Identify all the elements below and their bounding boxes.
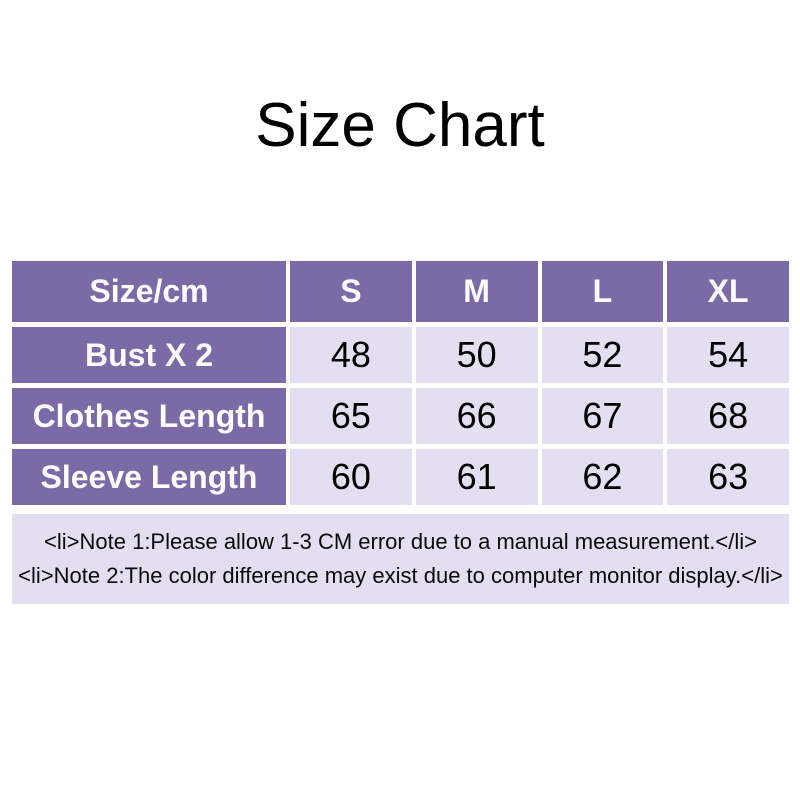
page-title: Size Chart: [255, 91, 545, 160]
size-table: Size/cm S M L XL Bust X 2 48 50 52 54 Cl…: [12, 261, 789, 505]
header-cell-size-cm: Size/cm: [12, 261, 286, 322]
header-cell-s: S: [290, 261, 412, 322]
notes-section: <li>Note 1:Please allow 1-3 CM error due…: [12, 514, 789, 604]
row-label-clothes-length: Clothes Length: [12, 388, 286, 444]
header-cell-m: M: [415, 261, 538, 322]
row-label-bust: Bust X 2: [12, 327, 286, 383]
value-cell-sleeve-l: 62: [541, 449, 664, 505]
note-line-1: <li>Note 1:Please allow 1-3 CM error due…: [44, 529, 757, 554]
row-label-sleeve-length: Sleeve Length: [12, 449, 286, 505]
value-cell-clothes-s: 65: [290, 388, 412, 444]
value-cell-sleeve-s: 60: [290, 449, 412, 505]
value-cell-clothes-xl: 68: [667, 388, 789, 444]
value-cell-clothes-l: 67: [541, 388, 664, 444]
header-cell-l: L: [541, 261, 664, 322]
value-cell-bust-m: 50: [415, 327, 538, 383]
value-cell-bust-s: 48: [290, 327, 412, 383]
header-cell-xl: XL: [667, 261, 789, 322]
size-table-wrapper: Size/cm S M L XL Bust X 2 48 50 52 54 Cl…: [12, 261, 789, 604]
value-cell-clothes-m: 66: [415, 388, 538, 444]
value-cell-bust-l: 52: [541, 327, 664, 383]
value-cell-sleeve-xl: 63: [667, 449, 789, 505]
note-line-2: <li>Note 2:The color difference may exis…: [18, 563, 783, 588]
value-cell-sleeve-m: 61: [415, 449, 538, 505]
value-cell-bust-xl: 54: [667, 327, 789, 383]
